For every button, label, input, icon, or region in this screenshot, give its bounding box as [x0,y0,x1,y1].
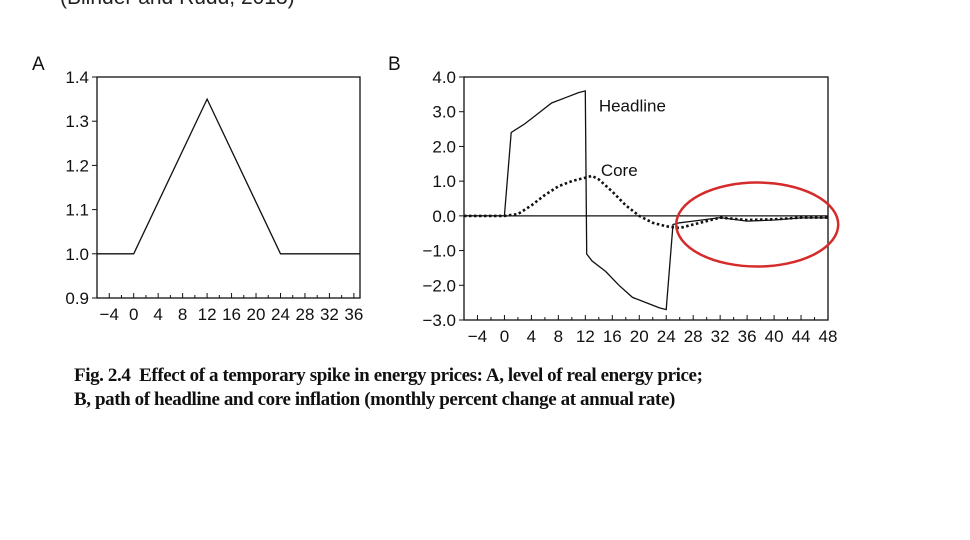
citation-text: (Blinder and Rudd, 2013) [60,0,295,10]
panel-a-x-tick-label: 12 [198,305,217,324]
panel-b-series-core-line [464,174,828,230]
panel-b-plot-frame [463,76,829,321]
panel-a-x-tick-label: 8 [178,305,187,324]
panel-a-y-tick-label: 1.1 [65,201,89,220]
figure-caption: Fig. 2.4 Effect of a temporary spike in … [74,364,703,412]
panel-a-y-tick-label: 1.0 [65,245,89,264]
panel-a-x-tick-label: 20 [247,305,266,324]
caption-line-1: Fig. 2.4 Effect of a temporary spike in … [74,364,703,388]
figure-charts: A 0.91.01.11.21.31.4−4 0 4 8 12 16 20 24 28 32 36 … [32,54,840,346]
panel-b-x-tick-label: −4 [468,327,487,346]
panel-b-y-tick-label: 1.0 [432,172,456,191]
panel-b-letter: B [388,54,401,75]
panel-a-y-tick-label: 1.4 [65,68,89,87]
panel-a-x-tick-label: 28 [295,305,314,324]
panel-a-x-tick-label: 4 [153,305,162,324]
panel-b-y-tick-label: −3.0 [422,311,456,330]
panel-b-x-tick-label: 40 [765,327,784,346]
panel-b-x-tick-label: 36 [738,327,757,346]
panel-a-x-tick-label: 16 [222,305,241,324]
panel-a-x-tick-label: 0 [129,305,138,324]
panel-b-x-tick-label: 44 [792,327,811,346]
panel-a-y-tick-label: 0.9 [65,289,89,308]
panel-b-x-tick-label: 32 [711,327,730,346]
panel-a-plot-frame [96,76,361,299]
panel-a-chart: A 0.9 1.0 1.1 1.2 1.3 1.4 −4 0 4 8 12 16 20 24 28 32 36 [32,54,363,324]
panel-a-x-tick-label: 36 [344,305,363,324]
panel-b-x-tick-label: 28 [684,327,703,346]
panel-a-letter: A [32,54,45,75]
panel-b-x-tick-label: 0 [500,327,509,346]
panel-a-y-tick-label: 1.3 [65,112,89,131]
panel-b-y-tick-label: −2.0 [422,276,456,295]
panel-a-x-tick-label: 24 [271,305,290,324]
panel-b-x-tick-label: 16 [603,327,622,346]
panel-a-y-tick-label: 1.2 [65,156,89,175]
panel-b-y-tick-label: 2.0 [432,137,456,156]
panel-b-series-headline-line [464,90,828,311]
panel-a-series-real-energy-price-line [97,97,360,255]
panel-b-x-tick-label: 12 [576,327,595,346]
highlight-ellipse [674,181,840,268]
panel-a-x-tick-label: −4 [100,305,119,324]
panel-b-y-tick-label: 3.0 [432,103,456,122]
core-label: Core [601,161,638,180]
panel-b-y-tick-label: 4.0 [432,68,456,87]
caption-line-2: B, path of headline and core inflation (… [74,389,675,410]
panel-a-x-tick-label: 32 [320,305,339,324]
panel-b-chart: B −3.0−2.0−1.00.01.02.03.04.0−4 0 4 8 12 16 20… [388,54,840,346]
caption-fig-label: Fig. 2.4 [74,365,131,386]
panel-b-y-tick-label: 0.0 [432,207,456,226]
panel-b-x-tick-label: 4 [527,327,536,346]
caption-line-1-text: Effect of a temporary spike in energy pr… [139,365,703,386]
panel-b-x-tick-label: 24 [657,327,676,346]
headline-label: Headline [599,97,666,116]
panel-b-x-tick-label: 20 [630,327,649,346]
panel-b-x-tick-label: 8 [554,327,563,346]
panel-b-y-tick-label: −1.0 [422,242,456,261]
panel-b-x-tick-label: 48 [819,327,838,346]
